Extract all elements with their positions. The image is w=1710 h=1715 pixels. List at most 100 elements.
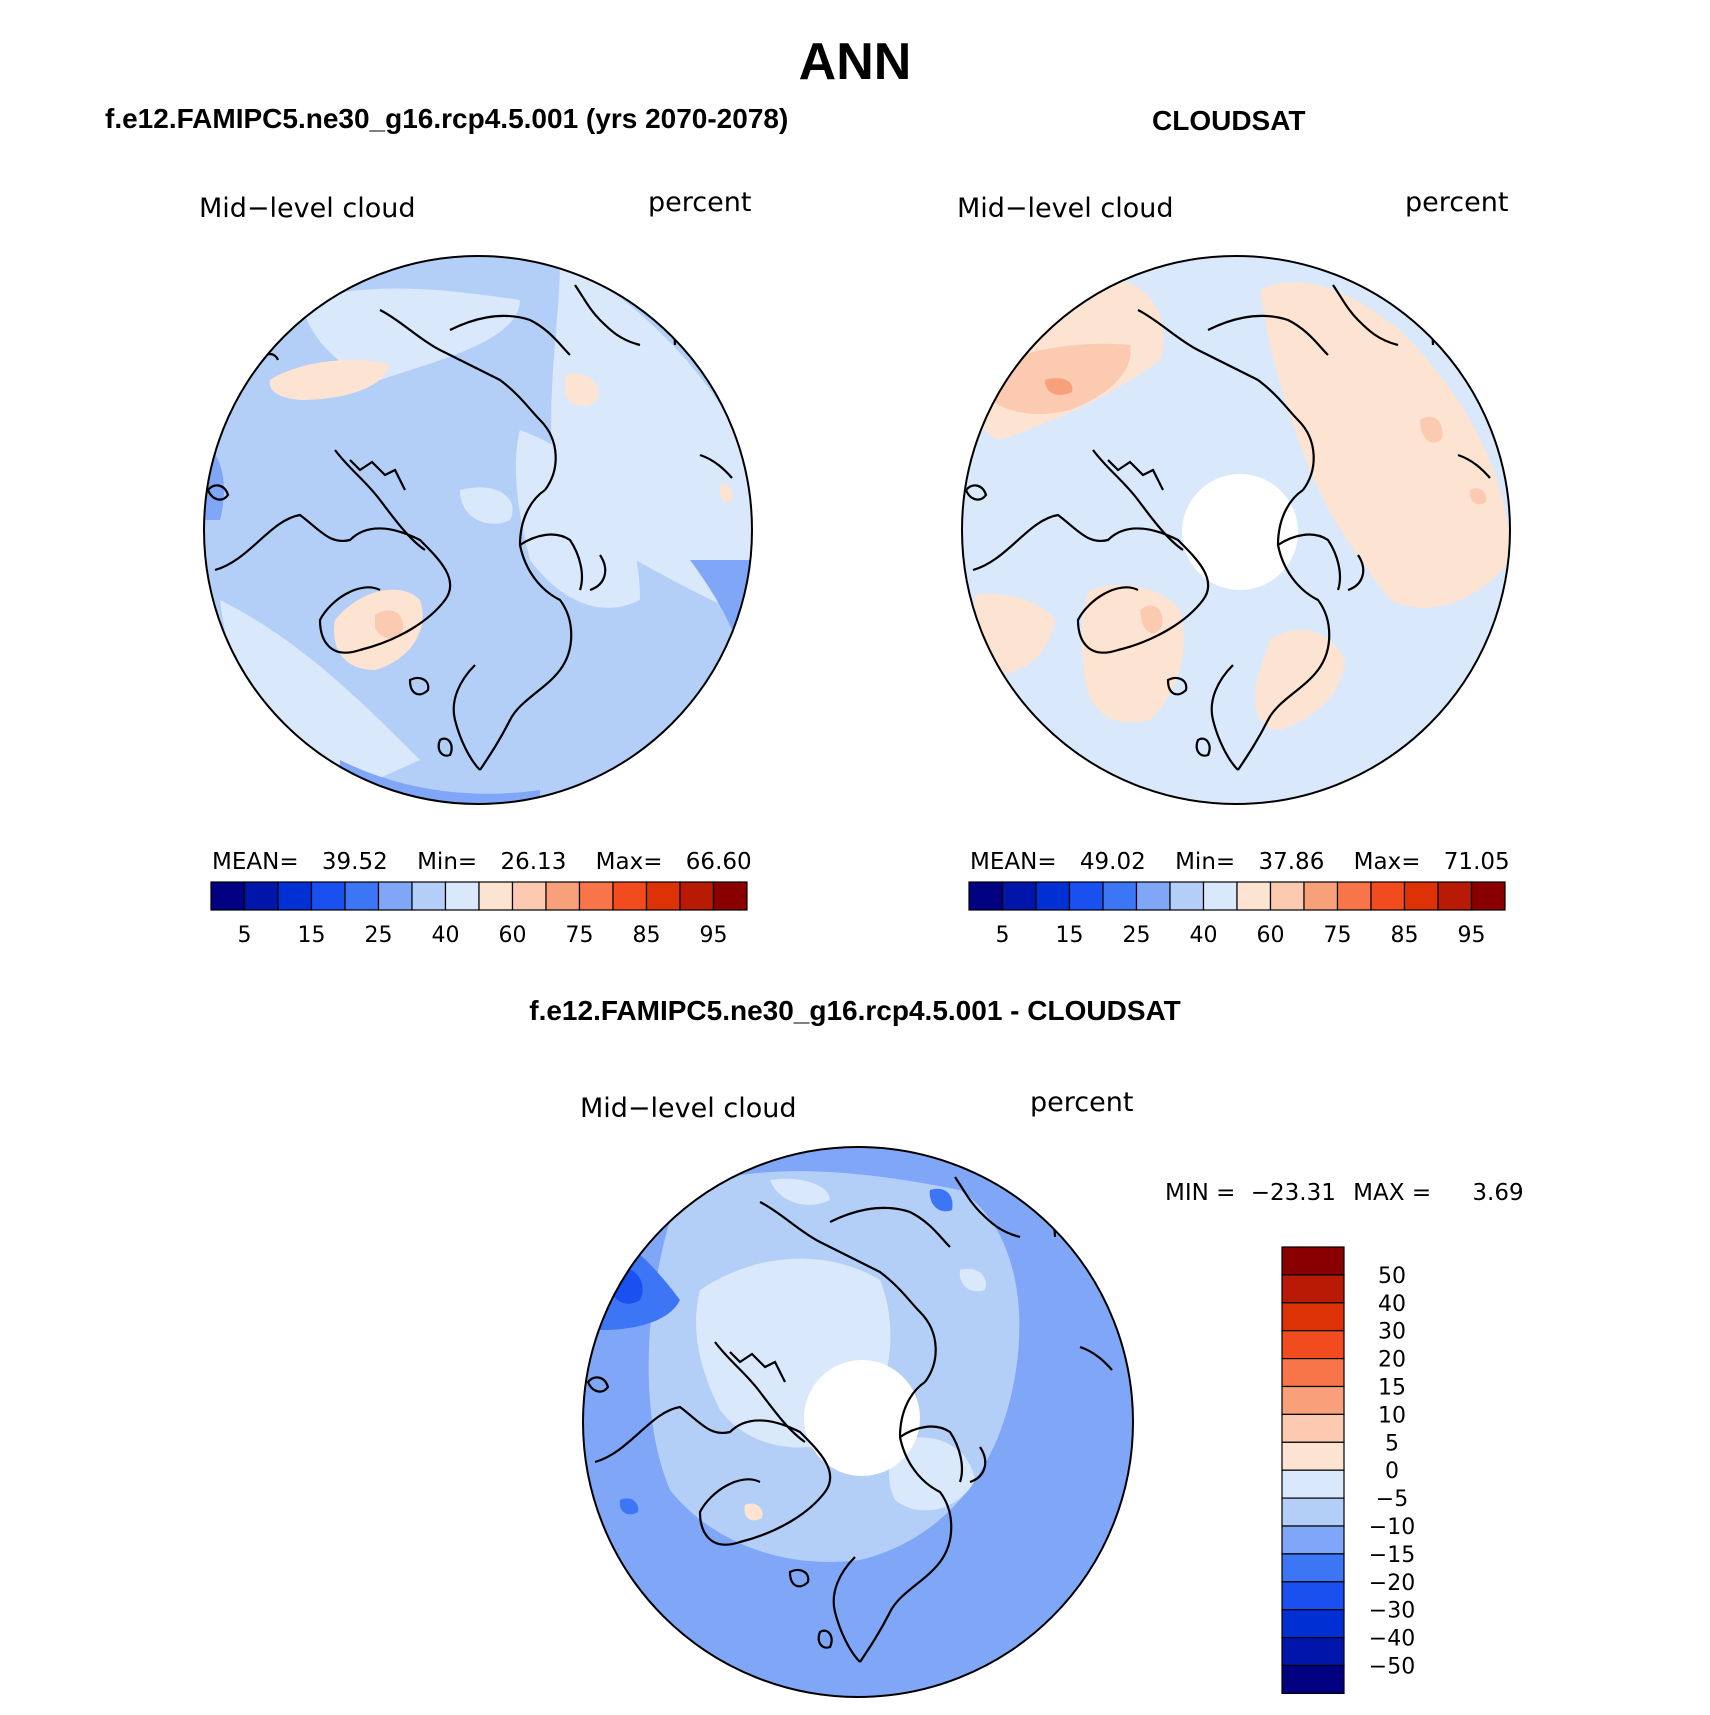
diff-colorbar-swatch: [1281, 1664, 1345, 1694]
diff-colorbar-swatch: [1281, 1357, 1345, 1388]
diff-colorbar-tick-label: 40: [1378, 1292, 1406, 1317]
panel2-colorbar-swatch: [1135, 881, 1171, 911]
diff-colorbar-tick-label: 0: [1385, 1459, 1399, 1484]
panel2-colorbar-swatch: [1236, 881, 1272, 911]
diff-colorbar-tick-label: −5: [1376, 1487, 1408, 1512]
panel2-min-value: 37.86: [1258, 849, 1325, 875]
diff-colorbar-tick-label: 30: [1378, 1320, 1406, 1345]
panel2-colorbar-swatch: [1403, 881, 1439, 911]
diff-min-value: −23.31: [1250, 1180, 1336, 1206]
panel1-left-label: Mid−level cloud: [199, 193, 416, 224]
panel1-colorbar-swatch: [411, 881, 447, 911]
diff-right-label: percent: [1030, 1087, 1134, 1118]
panel2-colorbar-swatch: [1470, 881, 1506, 911]
diff-colorbar-tick-label: 50: [1378, 1264, 1406, 1289]
panel2-colorbar-tick-label: 5: [996, 923, 1010, 948]
panel2-colorbar-swatch: [1269, 881, 1305, 911]
diff-colorbar-tick-label: 20: [1378, 1348, 1406, 1373]
panel2-mean-value: 49.02: [1079, 849, 1146, 875]
panel1-colorbar-swatch: [478, 881, 514, 911]
panel1-colorbar-tick-label: 85: [633, 923, 661, 948]
diff-colorbar-swatch: [1281, 1609, 1345, 1639]
panel1-colorbar-tick-label: 25: [365, 923, 393, 948]
panel1-colorbar-swatch: [578, 881, 614, 911]
diff-colorbar-swatch: [1281, 1246, 1345, 1276]
diff-colorbar-swatch: [1281, 1302, 1345, 1332]
diff-colorbar-swatch: [1281, 1581, 1345, 1611]
diff-colorbar-swatch: [1281, 1553, 1345, 1583]
panel1-colorbar: 5 15 25 40 60 75 85 95: [210, 881, 748, 948]
panel1-colorbar-tick-label: 15: [298, 923, 326, 948]
panel1-mean-label: MEAN=: [212, 849, 299, 875]
panel1-right-label: percent: [648, 187, 752, 218]
diff-max-value: 3.69: [1472, 1180, 1524, 1206]
panel1-colorbar-swatch: [712, 881, 748, 911]
diff-left-label: Mid−level cloud: [580, 1093, 797, 1124]
panel2-mean-label: MEAN=: [970, 849, 1057, 875]
panel1-colorbar-swatch: [310, 881, 346, 911]
panel2-colorbar-swatch: [1303, 881, 1339, 911]
diff-colorbar-swatch: [1281, 1441, 1345, 1471]
panel2-colorbar-swatch: [1336, 881, 1372, 911]
panel2-colorbar-swatch: [1370, 881, 1406, 911]
diff-colorbar-tick-label: 10: [1378, 1403, 1406, 1428]
panel1-min-value: 26.13: [500, 849, 567, 875]
diff-colorbar-tick-label: −50: [1369, 1655, 1415, 1680]
panel2-stats: MEAN= 49.02 Min= 37.86 Max= 71.05: [970, 849, 1510, 875]
panel1-colorbar-swatch: [545, 881, 581, 911]
page-title: ANN: [798, 33, 912, 91]
panel1-colorbar-swatch: [612, 881, 648, 911]
panel1-colorbar-tick-label: 5: [238, 923, 252, 948]
panel1-stats: MEAN= 39.52 Min= 26.13 Max= 66.60: [212, 849, 752, 875]
diff-colorbar-tick-label: −30: [1369, 1599, 1415, 1624]
panel1-colorbar-tick-label: 95: [700, 923, 728, 948]
panel2-colorbar-tick-label: 85: [1391, 923, 1419, 948]
panel2-max-label: Max=: [1353, 849, 1421, 875]
panel1-min-label: Min=: [417, 849, 478, 875]
diff-colorbar-swatch: [1281, 1497, 1345, 1527]
panel2-colorbar-tick-label: 75: [1324, 923, 1352, 948]
panel1-colorbar-tick-label: 40: [432, 923, 460, 948]
diff-colorbar-tick-label: −15: [1369, 1543, 1415, 1568]
panel2-colorbar-tick-label: 60: [1257, 923, 1285, 948]
diff-colorbar-tick-label: 15: [1378, 1376, 1406, 1401]
panel1-colorbar-swatch: [377, 881, 413, 911]
panel1-colorbar-swatch: [210, 881, 246, 911]
panel2-colorbar-swatch: [1001, 881, 1037, 911]
panel2-colorbar-swatch: [1102, 881, 1138, 911]
diff-colorbar-swatch: [1281, 1330, 1345, 1360]
panel2-right-label: percent: [1405, 187, 1509, 218]
diff-colorbar-swatch: [1281, 1385, 1345, 1415]
panel2-colorbar-tick-label: 95: [1458, 923, 1486, 948]
panel2-colorbar-tick-label: 15: [1056, 923, 1084, 948]
panel2-colorbar-tick-label: 25: [1123, 923, 1151, 948]
panel2-case-title: CLOUDSAT: [1152, 105, 1306, 136]
diff-colorbar-swatch: [1281, 1525, 1345, 1555]
panel2-min-label: Min=: [1175, 849, 1236, 875]
panel2-colorbar-swatch: [1068, 881, 1104, 911]
panel2-colorbar: 5 15 25 40 60 75 85 95: [968, 881, 1506, 948]
panel2-max-value: 71.05: [1443, 849, 1510, 875]
panel2-colorbar-tick-label: 40: [1190, 923, 1218, 948]
panel1-colorbar-tick-label: 60: [499, 923, 527, 948]
panel1-max-label: Max=: [595, 849, 663, 875]
diff-minmax: MIN = −23.31 MAX = 3.69: [1165, 1180, 1524, 1206]
diff-colorbar-swatch: [1281, 1637, 1345, 1667]
panel1-mean-value: 39.52: [321, 849, 388, 875]
panel1-colorbar-tick-label: 75: [566, 923, 594, 948]
panel2-colorbar-swatch: [1202, 881, 1238, 911]
diff-colorbar-swatch: [1281, 1413, 1345, 1443]
panel1-colorbar-swatch: [243, 881, 279, 911]
diff-case-title: f.e12.FAMIPC5.ne30_g16.rcp4.5.001 - CLOU…: [529, 995, 1181, 1026]
panel1-case-title: f.e12.FAMIPC5.ne30_g16.rcp4.5.001 (yrs 2…: [105, 103, 789, 134]
diff-colorbar-tick-label: −40: [1369, 1627, 1415, 1652]
diff-colorbar-tick-label: 5: [1385, 1431, 1399, 1456]
panel1-max-value: 66.60: [685, 849, 752, 875]
diff-min-label: MIN =: [1165, 1180, 1236, 1206]
diff-max-label: MAX =: [1353, 1180, 1432, 1206]
diff-colorbar-swatch: [1281, 1469, 1345, 1499]
